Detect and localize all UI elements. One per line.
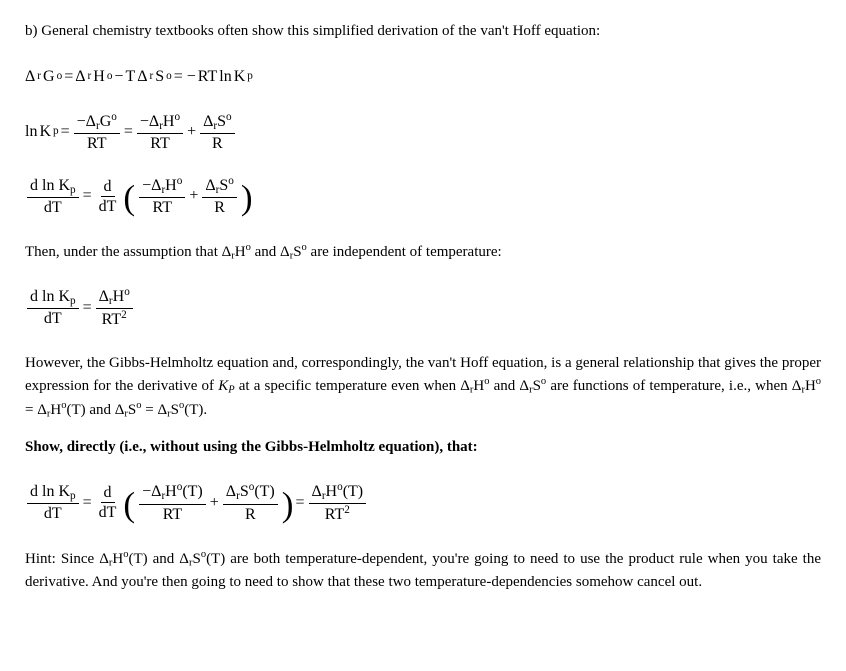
assumption-text: Then, under the assumption that ΔrHo and… (25, 240, 821, 264)
para-2: However, the Gibbs-Helmholtz equation an… (25, 352, 821, 423)
intro-text: b) General chemistry textbooks often sho… (25, 20, 821, 43)
show-instruction: Show, directly (i.e., without using the … (25, 436, 821, 459)
equation-5: d ln Kp dT = d dT ( −ΔrHo(T) RT + ΔrSo(T… (25, 481, 821, 525)
equation-2: ln Kp = −ΔrGo RT = −ΔrHo RT + ΔrSo R (25, 111, 821, 154)
equation-3: d ln Kp dT = d dT ( −ΔrHo RT + ΔrSo R ) (25, 175, 821, 218)
equation-4: d ln Kp dT = ΔrHo RT2 (25, 286, 821, 330)
hint-text: Hint: Since ΔrHo(T) and ΔrSo(T) are both… (25, 547, 821, 594)
equation-1: ΔrGo = ΔrHo − T ΔrSo = −RT ln Kp (25, 65, 821, 89)
